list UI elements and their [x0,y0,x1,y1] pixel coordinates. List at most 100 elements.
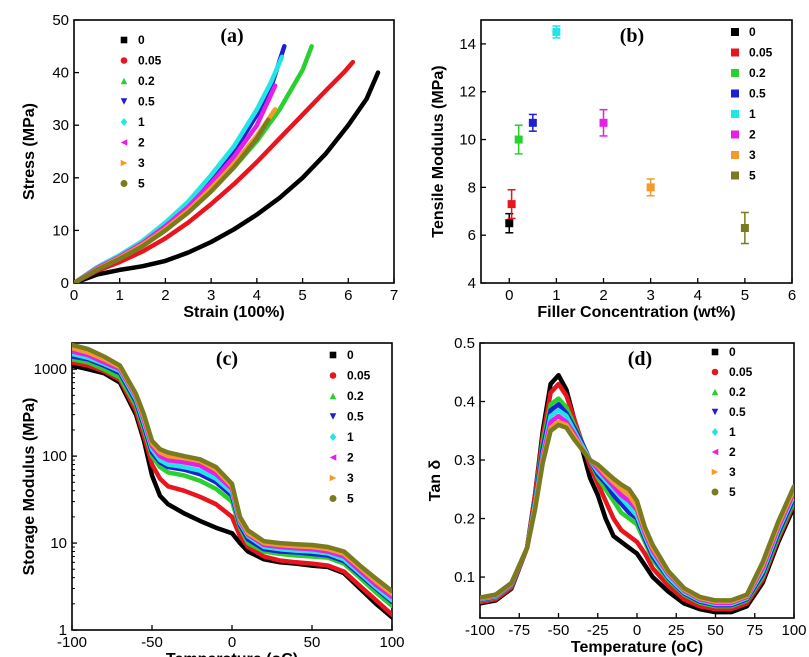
legend-label: 2 [749,128,756,142]
legend-marker [329,495,337,502]
legend-marker [711,408,719,416]
y-tick-label: 1000 [34,361,67,378]
legend-label: 0 [749,25,756,39]
legend-marker [731,89,739,98]
y-tick-label: 0.5 [454,335,475,352]
y-tick-label: 0.1 [454,569,475,586]
legend-label: 0.2 [729,385,746,399]
x-tick-label: -50 [141,634,163,651]
x-tick-label: 0 [633,622,641,639]
panel-label: (c) [216,348,238,370]
legend-label: 1 [138,115,145,129]
legend-label: 0 [347,348,354,362]
legend-label: 1 [347,430,354,444]
legend-marker [120,180,128,187]
series-line [480,372,794,615]
x-tick-label: 7 [390,287,398,304]
panel-label: (b) [620,25,644,47]
legend-label: 2 [729,445,736,459]
series-line [74,70,381,283]
legend-marker [329,474,337,482]
x-axis-title: Filler Concentration (wt%) [537,304,735,321]
y-axis-title: Tensile Modulus (MPa) [430,65,447,237]
legend-marker [120,77,128,85]
plot-frame [73,19,395,284]
legend-marker [329,454,337,461]
legend: 0 0.05 0.2 0.5 1 2 3 5 [120,33,162,191]
legend-label: 3 [347,471,354,485]
legend-marker [711,468,719,476]
x-tick-label: 100 [781,622,806,639]
legend-marker [329,351,337,359]
y-tick-label: 0.3 [454,452,475,469]
panel-c: -100-500501001101001000Temperature (oC)S… [21,342,405,657]
x-axis-title: Temperature (oC) [166,651,298,657]
legend-label: 0.2 [138,74,155,88]
x-axis-title: Strain (100%) [183,304,284,321]
data-point [528,118,537,127]
y-tick-label: 50 [52,12,69,29]
x-tick-label: 3 [646,287,654,304]
y-tick-label: 10 [459,132,476,149]
data-point [505,219,514,228]
legend-marker [120,139,128,146]
y-tick-label: 10 [52,222,69,239]
x-tick-label: -100 [465,622,495,639]
plot-frame [479,342,795,619]
data-layer [72,343,392,620]
legend-marker [329,413,337,420]
x-tick-label: 2 [161,287,169,304]
x-tick-label: 1 [552,287,560,304]
y-tick-label: 40 [52,65,69,82]
legend-marker [731,69,739,77]
legend-label: 5 [729,485,736,499]
x-tick-label: 50 [304,634,321,651]
data-point [646,183,655,192]
legend-label: 0.2 [347,389,364,403]
x-tick-label: -25 [587,622,609,639]
x-tick-label: -50 [548,622,570,639]
x-tick-label: -100 [57,634,87,651]
legend-marker [731,171,739,180]
y-tick-label: 1 [59,622,67,639]
y-axis-title: Storage Modulus (MPa) [21,398,38,576]
x-axis-title: Temperature (oC) [571,639,703,656]
y-tick-label: 6 [468,227,476,244]
y-axis-title: Tan δ [427,460,444,502]
data-point [507,200,516,209]
legend-label: 0.5 [138,95,155,109]
x-tick-label: 5 [741,287,749,304]
y-axis-title: Stress (MPa) [21,103,38,200]
series-line [74,117,271,283]
data-layer [505,25,749,245]
legend-label: 5 [347,492,354,506]
series-line [72,343,392,594]
data-point [552,27,561,36]
legend-label: 1 [749,107,756,121]
legend-marker [731,110,739,118]
x-tick-label: 3 [207,287,215,304]
data-point [514,135,523,144]
data-layer [74,44,381,283]
legend-label: 2 [347,451,354,465]
x-tick-label: 2 [599,287,607,304]
y-tick-label: 12 [459,84,476,101]
y-tick-label: 30 [52,117,69,134]
legend-marker [711,348,719,356]
legend-marker [120,159,128,167]
legend-label: 1 [729,425,736,439]
legend-label: 0.05 [749,46,773,60]
legend-marker [731,48,739,57]
panel-label: (a) [220,25,243,47]
legend-marker [731,130,739,139]
legend-marker [711,448,719,456]
series-line [74,83,278,283]
legend-marker [120,98,128,105]
legend-label: 0.5 [729,405,746,419]
legend-label: 0.05 [347,369,371,383]
legend-marker [120,118,128,126]
legend-marker [731,28,739,36]
series-line [72,360,392,617]
x-tick-label: 6 [788,287,796,304]
